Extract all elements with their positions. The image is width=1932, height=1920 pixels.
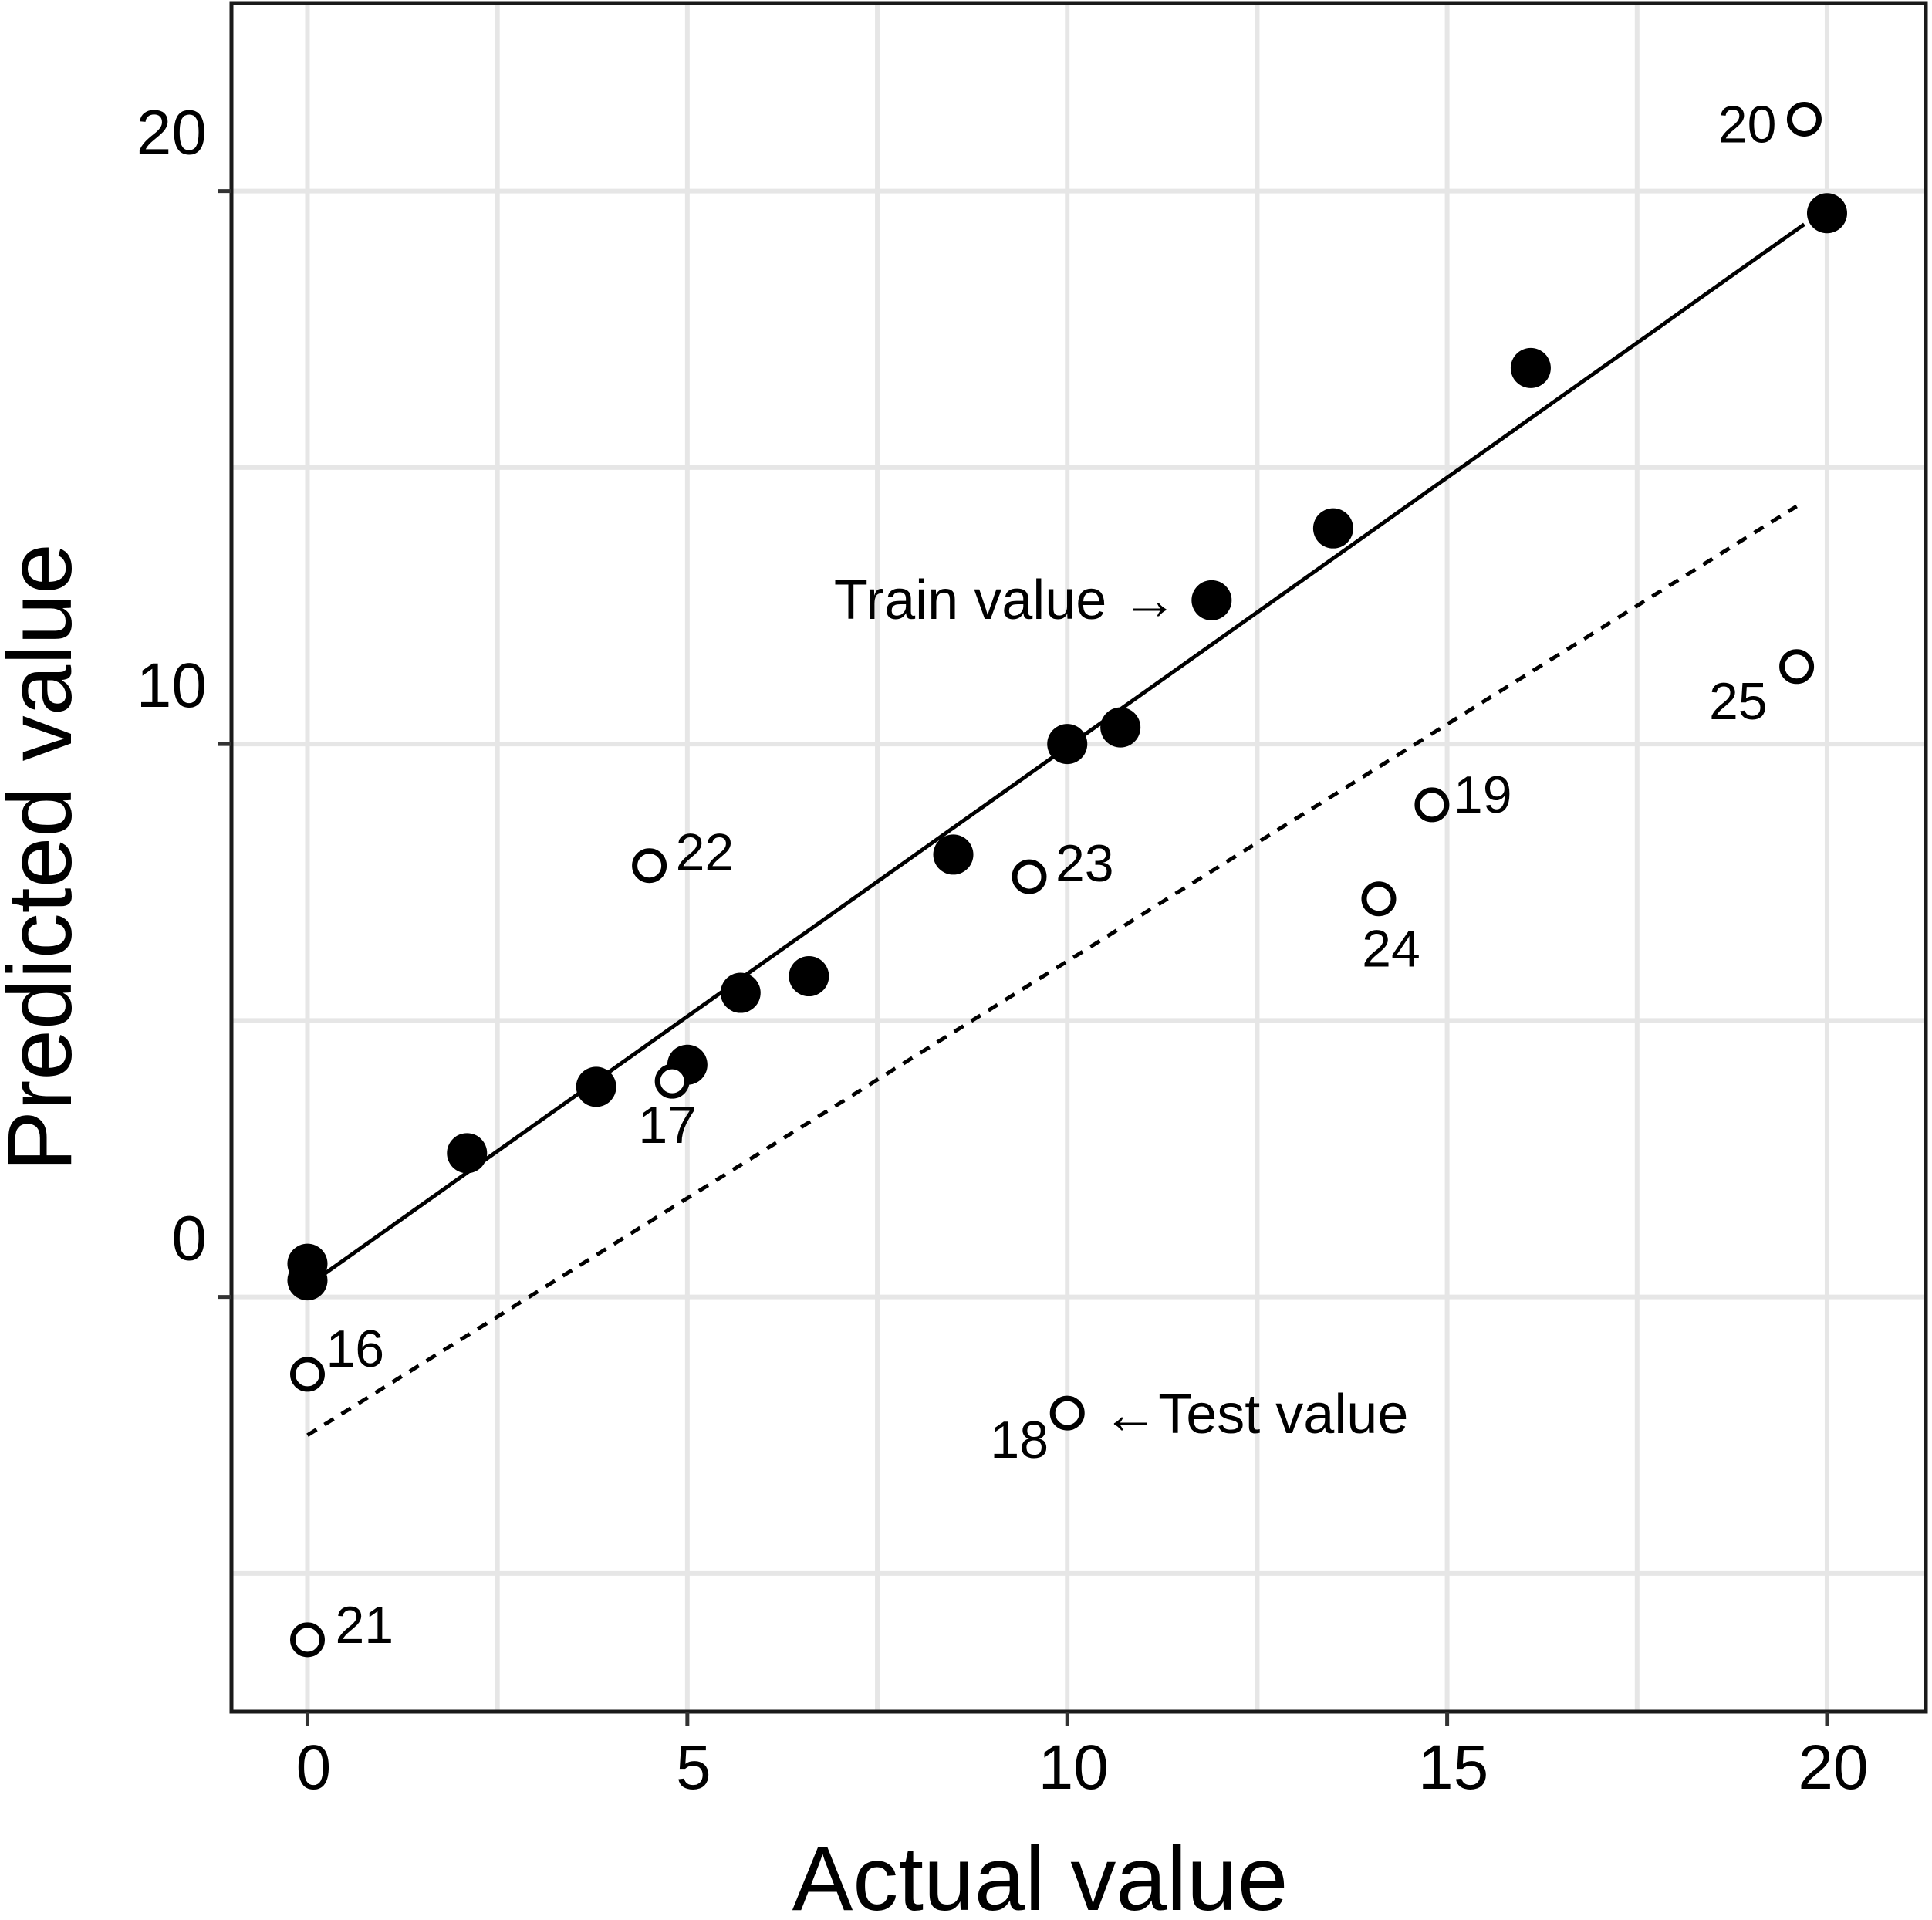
annotations: Train value → ←Test value: [834, 570, 1409, 1445]
test-point: [289, 1622, 325, 1658]
x-tick-label: 15: [1418, 1732, 1488, 1803]
x-axis-title: Actual value: [792, 1828, 1289, 1920]
test-point: [1012, 859, 1047, 894]
train-point: [1312, 508, 1353, 549]
test-point-label: 23: [1056, 834, 1114, 893]
test-point-label: 24: [1362, 920, 1420, 979]
test-point: [632, 848, 667, 884]
test-point-label: 16: [326, 1320, 384, 1378]
test-point: [289, 1357, 325, 1392]
fit-lines: [306, 222, 1805, 1437]
test-point: [1361, 881, 1397, 917]
test-point-label: 21: [335, 1596, 393, 1655]
axis-ticks: [218, 189, 1829, 1726]
x-tick-label: 5: [676, 1732, 711, 1803]
train-point: [720, 972, 761, 1013]
test-point: [1786, 101, 1822, 137]
train-point: [1047, 724, 1088, 765]
x-tick-label: 0: [296, 1732, 332, 1803]
test-point-label: 19: [1454, 766, 1512, 824]
x-tick-label: 10: [1039, 1732, 1109, 1803]
test-point-label: 20: [1718, 95, 1777, 154]
train-point: [287, 1260, 328, 1301]
x-tick-label: 20: [1798, 1732, 1868, 1803]
test-value-annotation: ←Test value: [1103, 1384, 1408, 1445]
y-tick-label: 20: [137, 98, 207, 168]
y-tick-label: 10: [137, 651, 207, 721]
train-point: [447, 1133, 488, 1174]
plot-panel-border: [229, 1, 1928, 1714]
train-point: [1191, 580, 1232, 620]
test-point: [1779, 649, 1815, 685]
train-point: [933, 834, 974, 875]
train-point: [1806, 193, 1847, 234]
train-point: [576, 1066, 616, 1107]
tick-labels: 0 5 10 15 20 0 10 20: [137, 98, 1869, 1803]
y-axis-title: Predicted value: [0, 543, 91, 1171]
test-point-label: 25: [1709, 672, 1768, 731]
train-value-annotation: Train value →: [834, 570, 1178, 631]
test-point: [654, 1063, 690, 1099]
train-point: [789, 956, 829, 997]
test-point: [1049, 1395, 1085, 1431]
grid-lines: [231, 3, 1926, 1712]
train-point: [1510, 347, 1551, 388]
data-points: [287, 101, 1847, 1658]
test-point-label: 22: [676, 823, 735, 882]
test-point: [1414, 787, 1450, 823]
y-tick-label: 0: [171, 1204, 207, 1274]
point-labels: 16 17 18 19 20 21 22 23 24 25: [326, 95, 1776, 1654]
train-point: [1100, 707, 1141, 748]
test-point-label: 18: [990, 1411, 1049, 1469]
test-point-label: 17: [638, 1096, 697, 1154]
